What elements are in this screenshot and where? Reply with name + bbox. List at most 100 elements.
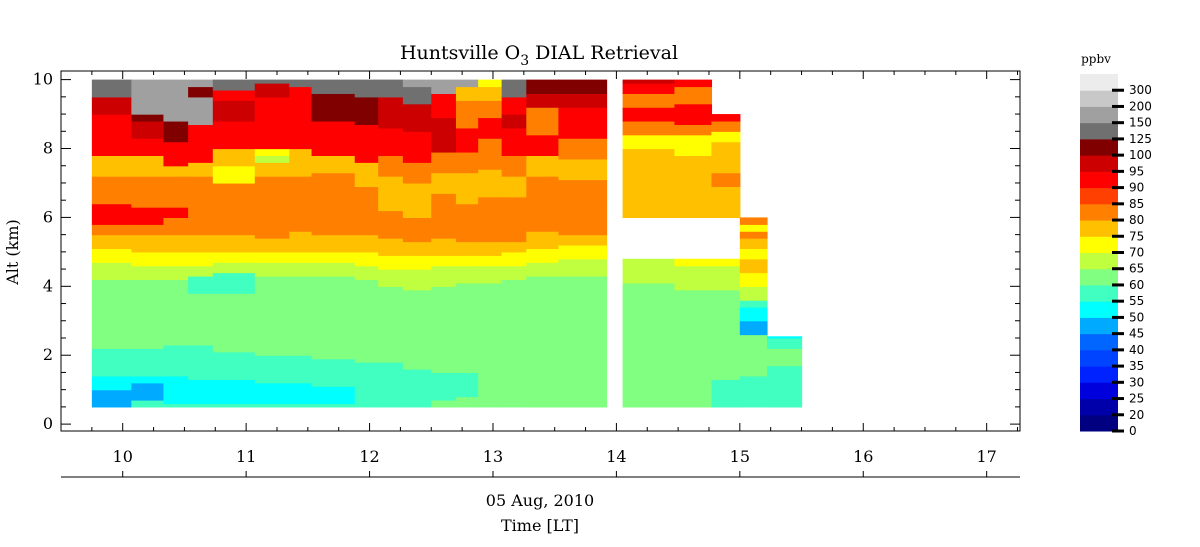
heatmap-cell-15-8 [526, 107, 559, 136]
heatmap-cell-7-8 [311, 172, 356, 222]
colorbar-swatch-55 [1080, 284, 1118, 302]
heatmap-cell-19-0 [711, 379, 741, 408]
heatmap-cell-10-5 [402, 217, 432, 243]
heatmap-cell-2-9 [163, 176, 189, 208]
colorbar-swatch-0 [1080, 414, 1118, 432]
plot-frame [60, 70, 1021, 432]
heatmap-cell-20-12 [739, 217, 768, 225]
heatmap-cell-1-13 [131, 120, 165, 139]
y-tick-label: 4 [43, 276, 53, 295]
heatmap-cell-14-0 [501, 279, 527, 408]
heatmap-cell-8-1 [354, 279, 379, 363]
heatmap-cell-20-5 [739, 286, 768, 301]
heatmap-cell-18-3 [674, 155, 713, 219]
heatmap-cell-0-11 [91, 114, 132, 156]
heatmap-cell-19-2 [711, 265, 741, 291]
heatmap-cell-10-6 [402, 182, 432, 219]
heatmap-cell-4-14 [212, 89, 256, 101]
heatmap-cell-13-10 [478, 86, 503, 101]
heatmap-cell-1-11 [131, 155, 165, 177]
heatmap-cell-10-1 [402, 289, 432, 370]
heatmap-cell-3-5 [188, 265, 214, 277]
heatmap-cell-6-0 [289, 403, 313, 408]
heatmap-cell-1-6 [131, 251, 165, 267]
heatmap-cell-6-6 [289, 231, 313, 253]
heatmap-cell-4-8 [212, 203, 256, 236]
heatmap-cell-17-4 [622, 120, 676, 136]
heatmap-cell-0-10 [91, 155, 132, 177]
heatmap-cell-3-11 [188, 124, 214, 163]
heatmap-cell-4-10 [212, 165, 256, 184]
heatmap-cell-6-3 [289, 275, 313, 356]
colorbar-swatch-25 [1080, 382, 1118, 400]
heatmap-cell-21-0 [766, 365, 803, 408]
heatmap-cell-12-10 [455, 100, 479, 129]
heatmap-cell-4-5 [212, 262, 256, 274]
heatmap-cell-17-1 [622, 258, 676, 284]
colorbar-label: 55 [1129, 294, 1144, 308]
colorbar-label: 20 [1129, 408, 1144, 422]
heatmap-cell-14-3 [501, 241, 527, 253]
heatmap-cell-19-5 [711, 172, 741, 188]
heatmap-cell-1-1 [131, 382, 165, 401]
heatmap-cell-6-7 [289, 176, 313, 232]
heatmap-cell-9-3 [378, 255, 404, 270]
heatmap-cell-12-8 [455, 151, 479, 174]
heatmap-cell-20-7 [739, 258, 768, 274]
heatmap-cell-0-0 [91, 389, 132, 408]
heatmap-cell-3-7 [188, 234, 214, 253]
heatmap-cell-5-8 [254, 176, 290, 212]
heatmap-cell-18-8 [674, 79, 713, 88]
heatmap-cell-13-4 [478, 241, 503, 256]
heatmap-cell-17-8 [622, 79, 676, 84]
colorbar-swatch-80 [1080, 203, 1118, 221]
heatmap-cell-17-0 [622, 282, 676, 408]
heatmap-cell-11-7 [431, 193, 457, 229]
heatmap-cell-9-8 [378, 127, 404, 156]
heatmap-cell-16-9 [558, 93, 608, 108]
heatmap-cell-2-10 [163, 165, 189, 177]
heatmap-cell-11-11 [431, 93, 457, 119]
heatmap-cell-20-3 [739, 306, 768, 322]
colorbar-swatch-20 [1080, 398, 1118, 416]
heatmap-cell-16-1 [558, 258, 608, 277]
date-label: 05 Aug, 2010 [486, 491, 594, 510]
heatmap-cell-10-0 [402, 368, 432, 408]
heatmap-cell-5-5 [254, 251, 290, 263]
heatmap-cell-2-7 [163, 217, 189, 236]
heatmap-cell-16-3 [558, 234, 608, 246]
heatmap-cell-8-9 [354, 96, 379, 125]
heatmap-cell-4-2 [212, 351, 256, 380]
heatmap-cell-2-12 [163, 120, 189, 143]
heatmap-cell-16-7 [558, 138, 608, 160]
heatmap-cell-0-8 [91, 203, 132, 225]
heatmap-cell-7-1 [311, 386, 356, 405]
heatmap-cell-17-6 [622, 93, 676, 108]
heatmap-cell-19-1 [711, 289, 741, 380]
heatmap-cell-15-3 [526, 231, 559, 250]
heatmap-cell-12-5 [455, 241, 479, 256]
heatmap-cell-9-7 [378, 155, 404, 177]
heatmap-cell-0-2 [91, 348, 132, 377]
heatmap-cell-16-2 [558, 244, 608, 260]
heatmap-cell-15-6 [526, 155, 559, 177]
heatmap-cell-7-4 [311, 262, 356, 277]
y-axis-ticks: 0 2 4 6 8 10 [33, 70, 1020, 433]
heatmap-cell-1-4 [131, 279, 165, 349]
heatmap-cell-8-10 [354, 79, 379, 98]
heatmap-cell-3-0 [188, 403, 214, 408]
heatmap-cell-16-0 [558, 275, 608, 408]
heatmap-cell-12-6 [455, 203, 479, 243]
heatmap-cell-4-3 [212, 293, 256, 353]
heatmap-cell-10-2 [402, 269, 432, 291]
x-axis-ticks: 10 11 12 13 14 15 16 17 [60, 71, 1019, 477]
heatmap-cell-0-4 [91, 262, 132, 281]
colorbar-label: 150 [1129, 116, 1152, 130]
heatmap-cell-18-5 [674, 124, 713, 136]
heatmap-cell-19-7 [711, 131, 741, 143]
x-tick-label: 15 [730, 447, 750, 466]
colorbar-swatch-100 [1080, 138, 1118, 156]
heatmap-cell-19-4 [711, 186, 741, 219]
chart-title: Huntsville O3 DIAL Retrieval [400, 42, 678, 69]
heatmap-cell-3-12 [188, 96, 214, 125]
